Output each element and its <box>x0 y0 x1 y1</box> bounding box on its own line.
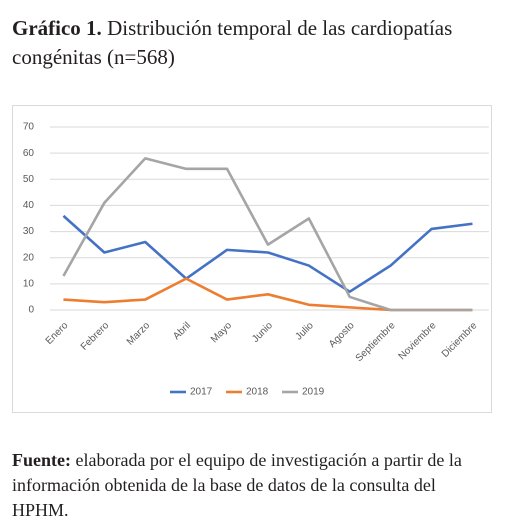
y-tick-label: 60 <box>23 148 35 159</box>
legend-label: 2018 <box>246 387 269 398</box>
figure-label: Gráfico 1. <box>12 16 102 40</box>
legend-label: 2019 <box>302 387 325 398</box>
x-tick-label: Enero <box>44 320 71 347</box>
y-tick-label: 50 <box>23 174 35 185</box>
series-line <box>62 214 473 293</box>
x-tick-label: Abril <box>171 320 193 342</box>
figure-title: Gráfico 1. Distribución temporal de las … <box>12 14 496 72</box>
series-line <box>62 157 473 312</box>
series-line <box>63 277 473 312</box>
source-label: Fuente: <box>12 450 71 470</box>
x-tick-label: Marzo <box>125 320 153 348</box>
source-note: Fuente: elaborada por el equipo de inves… <box>12 448 496 523</box>
y-tick-label: 30 <box>23 226 35 237</box>
y-tick-label: 20 <box>23 252 35 263</box>
chart-title: Distribución temporal de las cardiopatía… <box>12 16 453 69</box>
chart-frame <box>12 105 492 413</box>
x-tick-label: Noviembre <box>397 320 439 362</box>
x-tick-label: Septiembre <box>354 320 398 364</box>
y-tick-label: 0 <box>28 305 34 316</box>
x-tick-label: Mayo <box>209 320 234 345</box>
legend-label: 2017 <box>190 387 213 398</box>
x-tick-label: Agosto <box>327 320 357 350</box>
chart: 0 10 20 30 40 50 60 70 Enero Febrero Marzo Abril May… <box>12 105 492 413</box>
x-tick-label: Febrero <box>79 320 112 353</box>
y-tick-label: 10 <box>23 278 35 289</box>
y-tick-label: 40 <box>23 200 35 211</box>
x-tick-label: Junio <box>250 320 275 345</box>
x-tick-label: Julio <box>294 320 317 343</box>
y-tick-label: 70 <box>23 122 35 133</box>
source-text: elaborada por el equipo de investigación… <box>12 450 462 520</box>
x-tick-label: Diciembre <box>440 320 480 360</box>
